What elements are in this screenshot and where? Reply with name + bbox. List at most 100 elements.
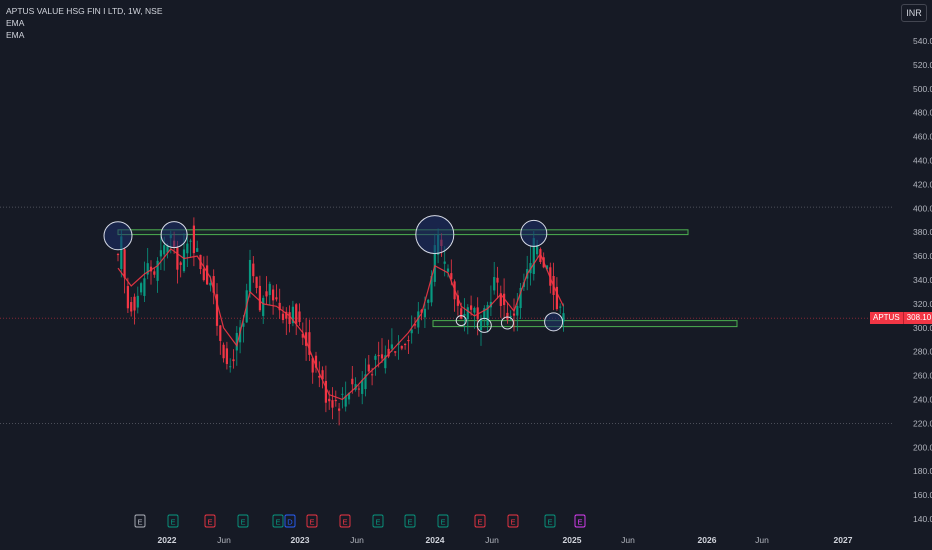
event-marker[interactable]: E xyxy=(474,514,486,528)
price-tick-label: 520.00 xyxy=(913,60,932,70)
candle-body xyxy=(222,344,225,359)
event-marker[interactable]: E xyxy=(134,514,146,528)
event-marker[interactable]: E xyxy=(339,514,351,528)
candle-body xyxy=(456,295,459,306)
circles-layer xyxy=(103,215,564,333)
time-tick-label: 2027 xyxy=(834,535,853,545)
candle-body xyxy=(344,395,347,407)
event-marker-box xyxy=(474,514,486,528)
time-tick-label: Jun xyxy=(755,535,769,545)
candle-body xyxy=(506,312,509,320)
candle-body xyxy=(314,355,318,368)
price-axis[interactable]: 140.00 160.00 180.00 200.00 220.00 240.00 260.… xyxy=(913,36,932,524)
event-marker-box xyxy=(237,514,249,528)
candle-body xyxy=(252,263,255,277)
price-tick-label: 340.00 xyxy=(913,275,932,285)
candle-body xyxy=(559,306,562,308)
time-tick-label: Jun xyxy=(217,535,231,545)
candle-body xyxy=(413,324,417,326)
candle-body xyxy=(212,276,215,293)
candle-body xyxy=(120,236,123,269)
candle-body xyxy=(328,398,331,402)
event-marker-box xyxy=(204,514,216,528)
zone-layer xyxy=(117,229,738,328)
candle-body xyxy=(331,400,334,408)
candle-body xyxy=(305,332,308,346)
candle-body xyxy=(153,271,156,275)
ema-indicator-label-2[interactable]: EMA xyxy=(6,30,25,40)
candle-body xyxy=(301,333,304,338)
candle-body xyxy=(182,249,186,272)
candle-body xyxy=(242,323,245,327)
price-tick-label: 260.00 xyxy=(913,371,932,381)
symbol-title[interactable]: APTUS VALUE HSG FIN I LTD, 1W, NSE xyxy=(6,6,163,16)
candle-body xyxy=(367,364,370,372)
price-tick-label: 540.00 xyxy=(913,36,932,46)
event-marker-box xyxy=(284,514,296,528)
candle-body xyxy=(384,355,387,369)
event-marker[interactable]: E xyxy=(544,514,556,528)
event-marker[interactable]: D xyxy=(284,514,296,528)
candle-body xyxy=(351,378,354,385)
event-marker[interactable]: E xyxy=(306,514,318,528)
ema-layer xyxy=(117,248,565,401)
event-marker[interactable]: E xyxy=(507,514,519,528)
candle-body xyxy=(450,273,453,280)
candle-body xyxy=(159,250,162,257)
candle-body xyxy=(324,380,327,403)
candle-body xyxy=(433,245,436,282)
event-marker-label: D xyxy=(287,518,293,527)
time-tick-label: 2023 xyxy=(291,535,310,545)
time-axis[interactable]: 2022 Jun 2023 Jun 2024 Jun 2025 Jun 2026 Jun 2027 xyxy=(158,535,853,545)
event-marker-box xyxy=(437,514,449,528)
candle-body xyxy=(202,268,205,281)
event-marker-box xyxy=(272,514,284,528)
ema-indicator-label-1[interactable]: EMA xyxy=(6,18,25,28)
candle-body xyxy=(374,355,377,360)
event-marker[interactable]: E xyxy=(237,514,249,528)
event-marker[interactable]: E xyxy=(272,514,284,528)
candle-body xyxy=(295,304,298,324)
event-marker[interactable]: E xyxy=(167,514,179,528)
event-marker[interactable]: E xyxy=(372,514,384,528)
event-marker-label: E xyxy=(170,518,175,527)
event-marker-label: E xyxy=(275,518,280,527)
candle-body xyxy=(163,245,166,255)
price-tick-label: 500.00 xyxy=(913,84,932,94)
event-marker[interactable]: E xyxy=(404,514,416,528)
candle-body xyxy=(545,265,549,270)
currency-button[interactable]: INR xyxy=(901,4,927,22)
candle-body xyxy=(407,339,410,342)
event-marker-box xyxy=(574,514,586,528)
candle-body xyxy=(285,311,288,319)
candle-body xyxy=(209,282,212,286)
event-marker-label: E xyxy=(477,518,482,527)
event-marker[interactable]: E xyxy=(437,514,449,528)
candle-body xyxy=(143,278,146,296)
event-marker-box xyxy=(167,514,179,528)
highlight-circle xyxy=(103,221,133,251)
candle-body xyxy=(512,313,516,316)
candle-body xyxy=(338,408,341,411)
candle-body xyxy=(166,246,169,253)
candle-body xyxy=(417,311,420,328)
event-marker[interactable]: E xyxy=(204,514,216,528)
event-marker[interactable]: E xyxy=(574,514,586,528)
candle-body xyxy=(446,268,450,272)
candle-body xyxy=(156,260,159,281)
event-marker-box xyxy=(507,514,519,528)
candle-body xyxy=(473,307,476,313)
event-marker-label: E xyxy=(577,518,582,527)
candle-body xyxy=(371,374,374,376)
ema-line xyxy=(117,248,565,401)
candle-body xyxy=(291,306,294,324)
candle-body xyxy=(288,312,291,325)
event-marker-label: E xyxy=(407,518,412,527)
candle-body xyxy=(275,297,278,300)
candle-body xyxy=(460,308,463,319)
candle-body xyxy=(555,286,558,310)
highlight-circle xyxy=(455,315,467,327)
